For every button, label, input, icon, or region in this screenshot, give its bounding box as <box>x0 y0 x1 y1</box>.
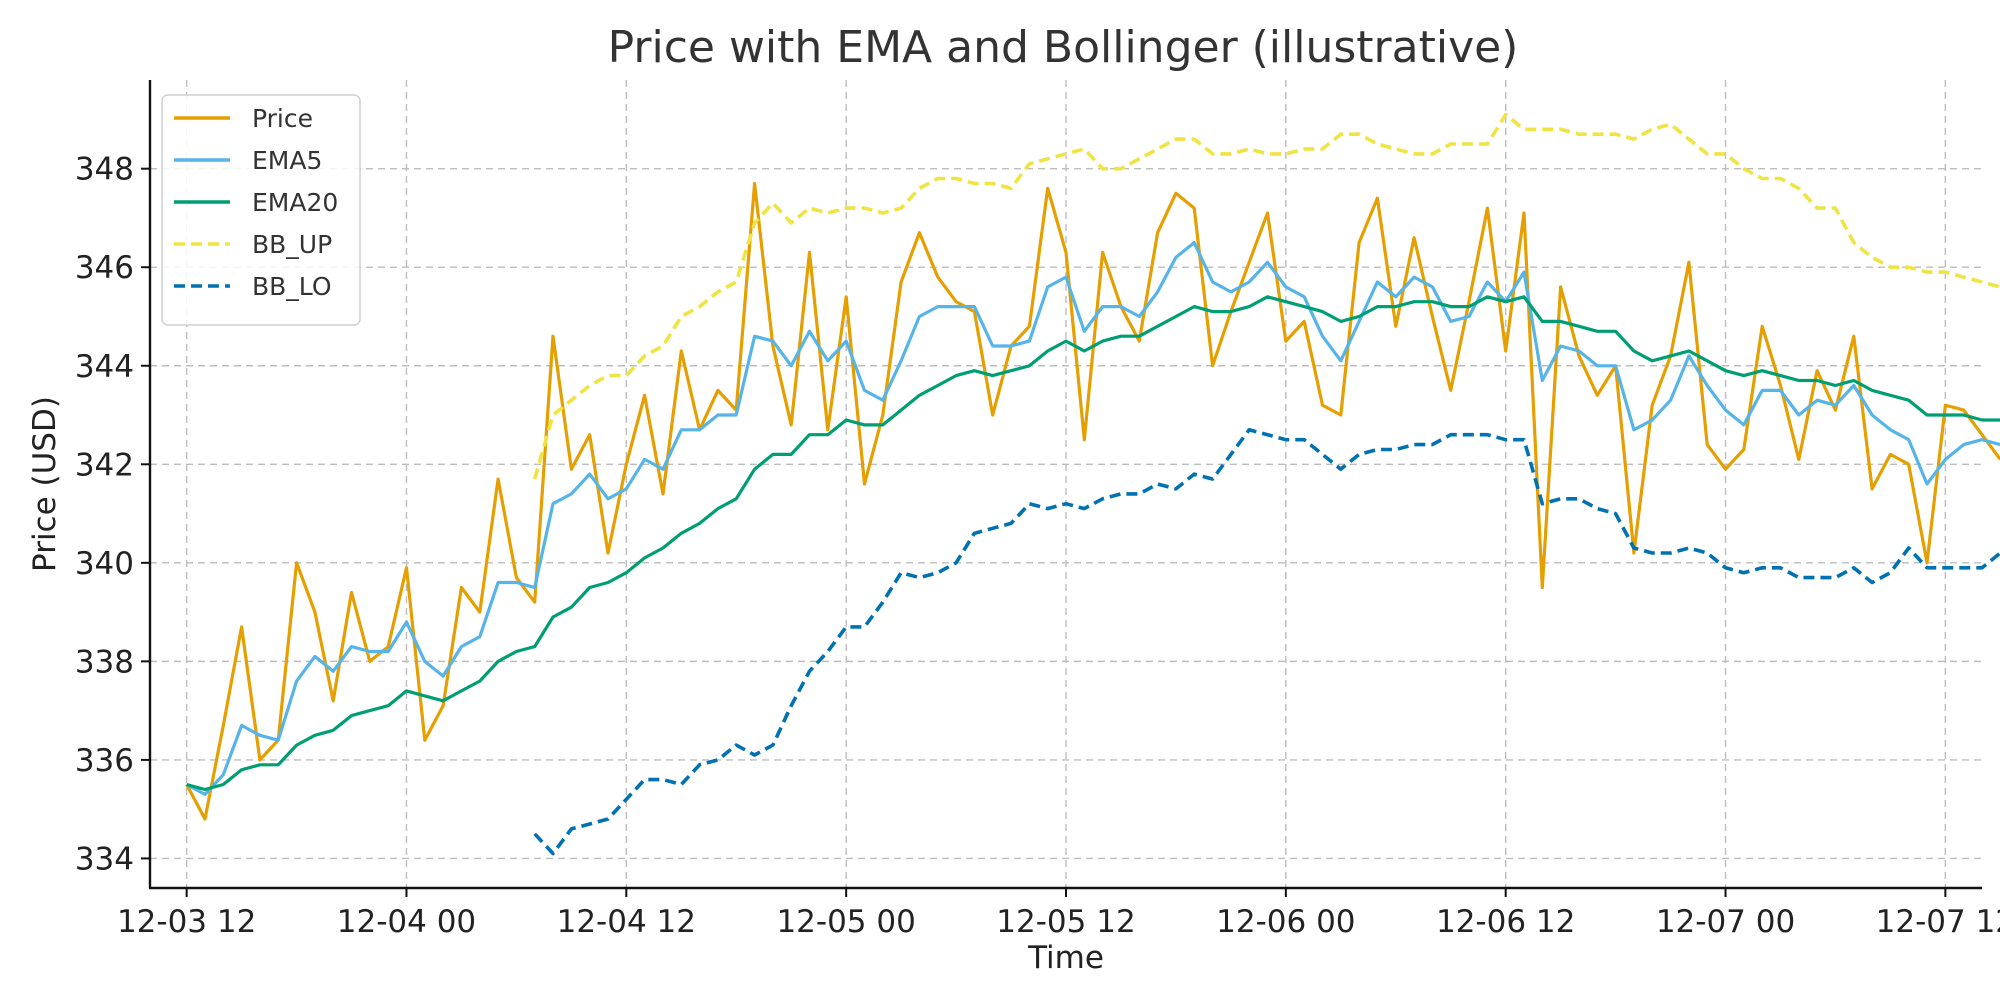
x-tick-label: 12-06 12 <box>1436 904 1575 940</box>
y-axis-label: Price (USD) <box>27 396 63 572</box>
legend-label-ema5: EMA5 <box>252 146 322 175</box>
y-tick-label: 338 <box>75 644 134 680</box>
x-tick-label: 12-05 00 <box>776 904 915 940</box>
series-line-ema5 <box>185 241 2000 797</box>
y-tick-label: 346 <box>75 250 134 286</box>
x-tick-label: 12-07 00 <box>1656 904 1795 940</box>
series-line-bb-up <box>532 112 2000 480</box>
legend-label-ema20: EMA20 <box>252 188 338 217</box>
y-axis-ticks: 334 336 338 340 342 344 346 348 <box>75 152 150 877</box>
x-tick-label: 12-03 12 <box>117 904 256 940</box>
x-axis-label: Time <box>1027 940 1104 976</box>
y-tick-label: 336 <box>75 743 134 779</box>
legend: Price EMA5 EMA20 BB_UP BB_LO <box>161 94 361 326</box>
series-line-ema20 <box>186 295 2000 792</box>
grid <box>150 80 1982 888</box>
y-tick-label: 342 <box>75 447 134 483</box>
x-tick-label: 12-04 00 <box>337 904 476 940</box>
series-line-price <box>185 181 2000 821</box>
series-layer <box>185 112 2000 856</box>
legend-label-price: Price <box>252 104 313 133</box>
x-tick-label: 12-06 00 <box>1216 904 1355 940</box>
x-tick-label: 12-07 12 <box>1876 904 2000 940</box>
legend-box <box>161 94 361 326</box>
x-axis-ticks: 12-03 12 12-04 00 12-04 12 12-05 00 12-05 12… <box>117 888 2000 940</box>
chart-title: Price with EMA and Bollinger (illustrati… <box>608 22 1519 73</box>
y-tick-label: 344 <box>75 349 134 385</box>
x-tick-label: 12-04 12 <box>557 904 696 940</box>
legend-label-bb-lo: BB_LO <box>252 272 332 301</box>
x-tick-label: 12-05 12 <box>996 904 1135 940</box>
y-tick-label: 348 <box>75 152 134 188</box>
y-tick-label: 340 <box>75 546 134 582</box>
y-tick-label: 334 <box>75 841 134 877</box>
legend-label-bb-up: BB_UP <box>252 230 332 259</box>
series-line-bb-lo <box>533 427 2000 856</box>
